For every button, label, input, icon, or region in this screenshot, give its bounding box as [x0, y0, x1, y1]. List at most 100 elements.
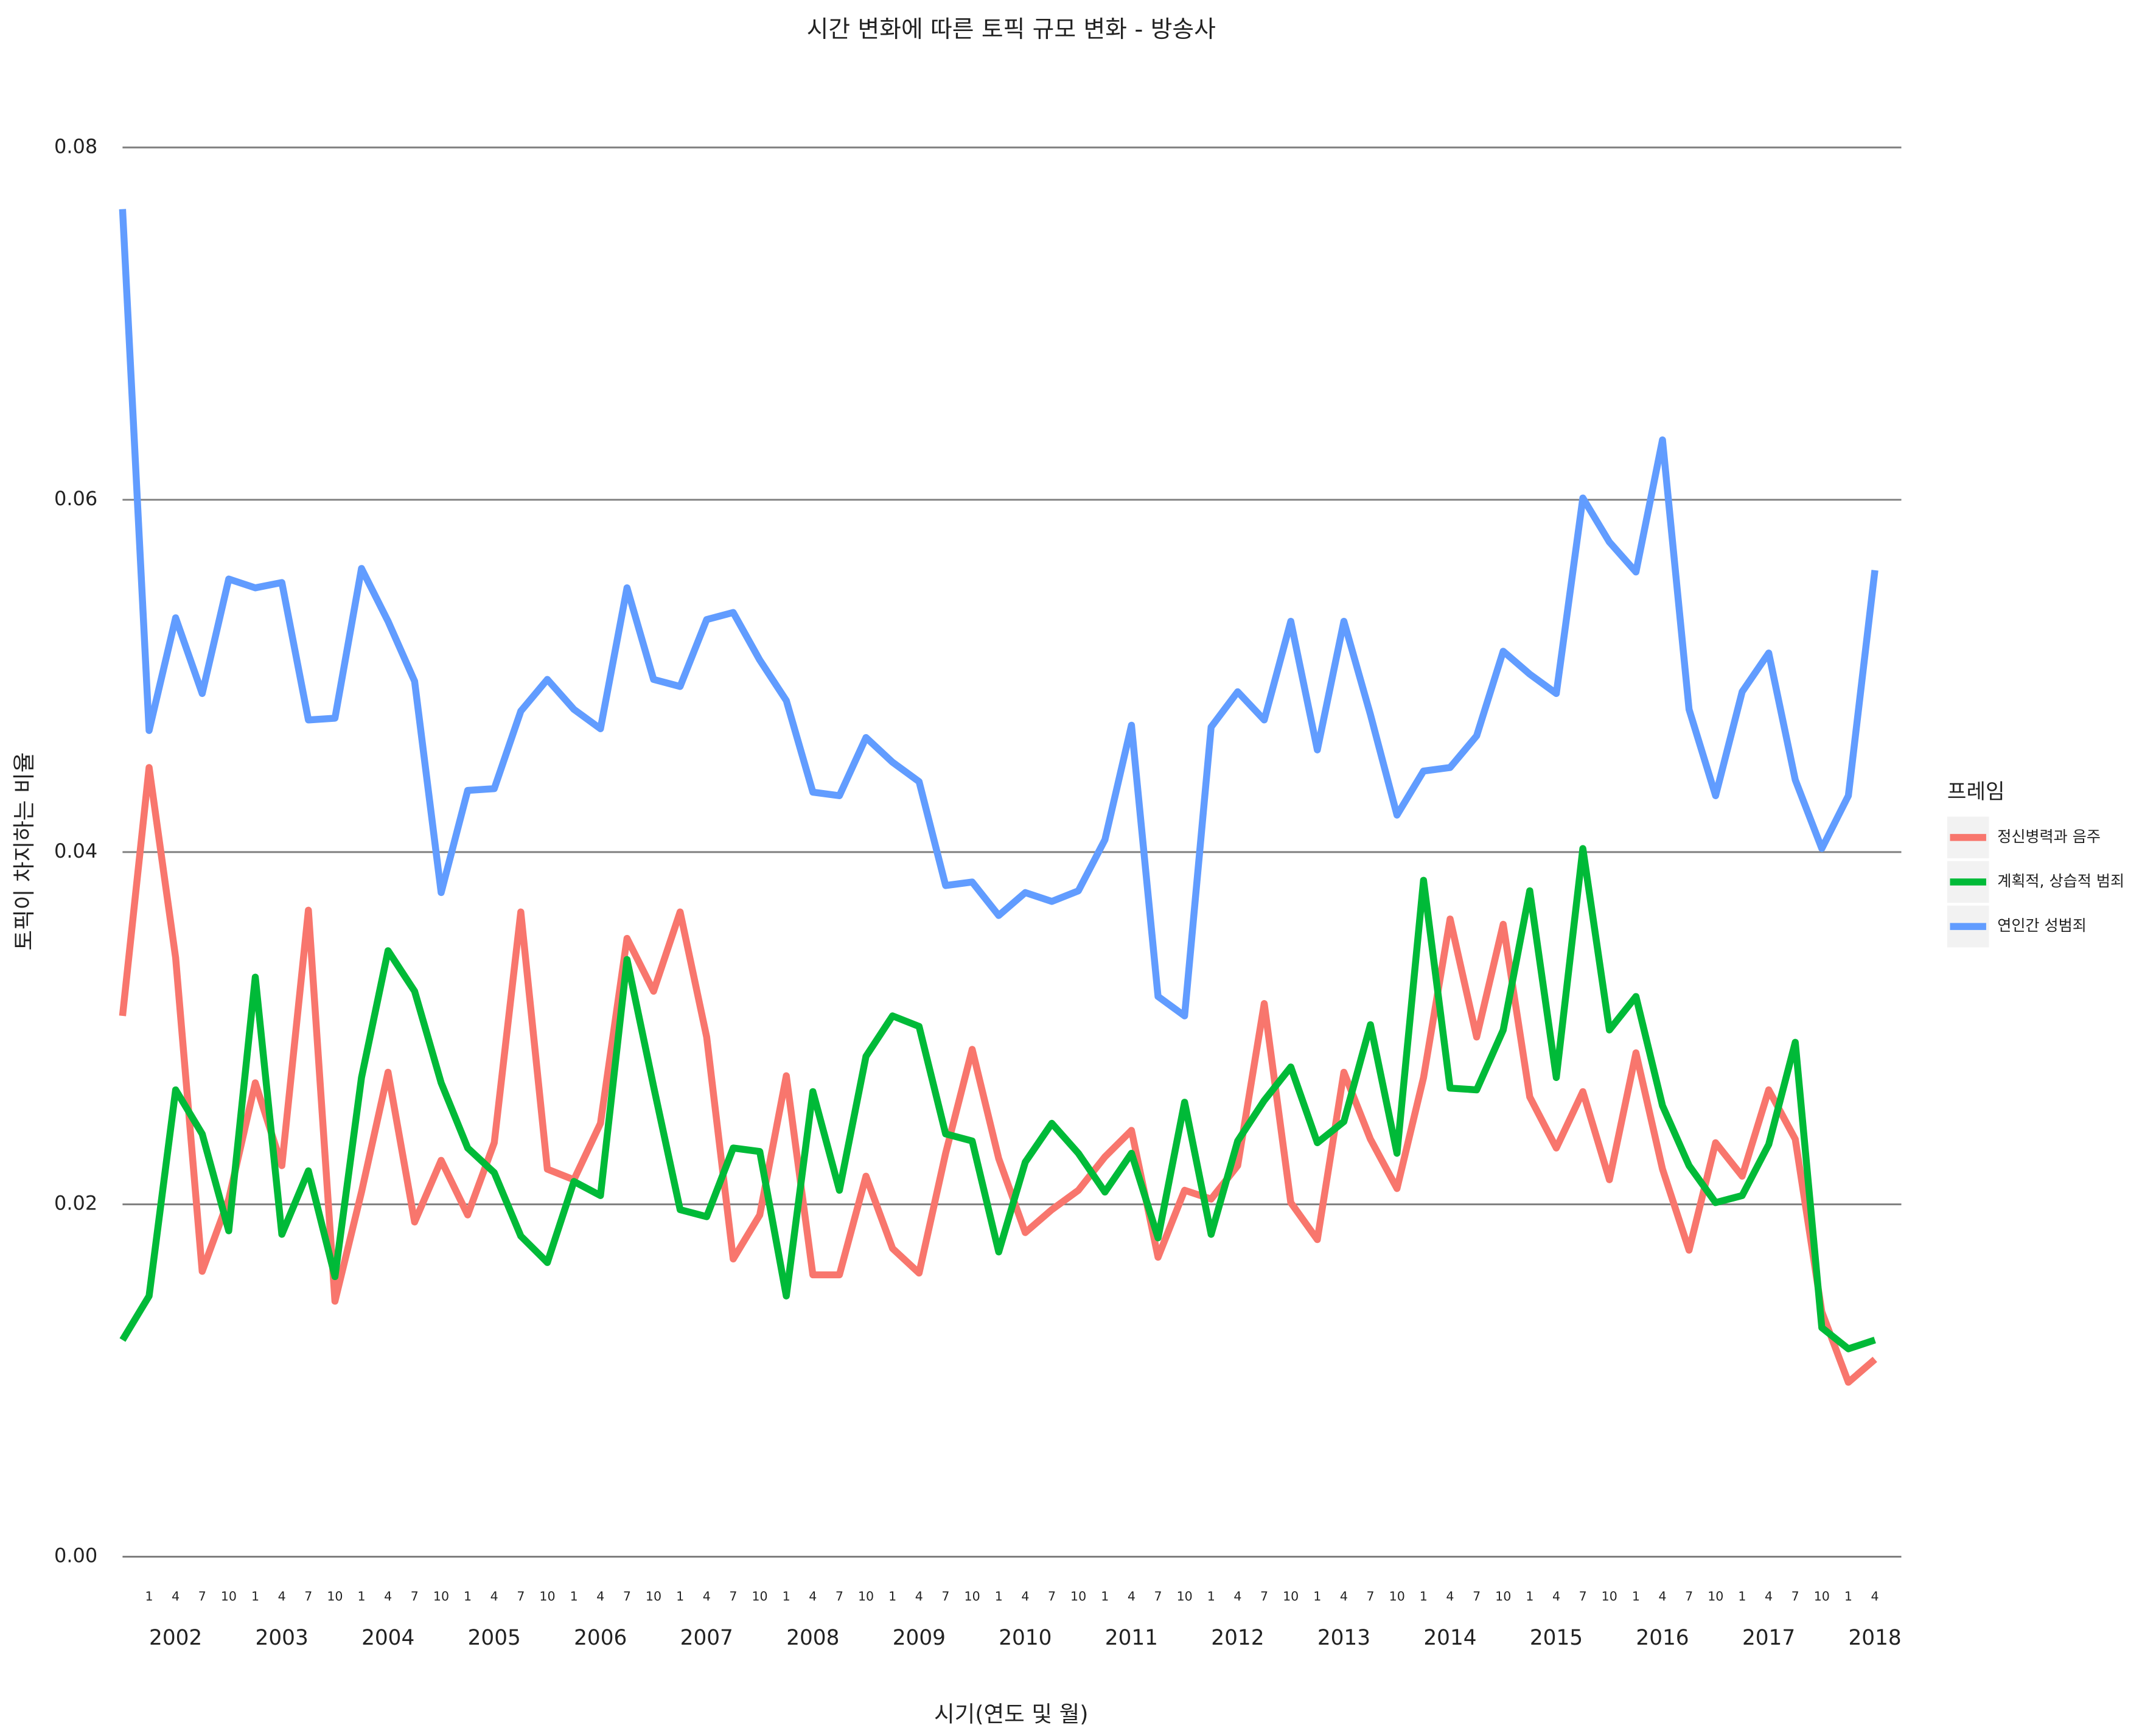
x-tick-label: 4 — [1128, 1589, 1136, 1604]
x-tick-label: 4 — [384, 1589, 392, 1604]
x-tick-label: 4 — [1021, 1589, 1029, 1604]
x-tick-label: 1 — [1526, 1589, 1533, 1604]
x-tick-label: 10 — [752, 1589, 767, 1604]
x-tick-label: 7 — [729, 1589, 737, 1604]
x-tick-label: 10 — [433, 1589, 449, 1604]
x-tick-label: 10 — [858, 1589, 874, 1604]
x-group-label: 2018 — [1848, 1626, 1901, 1650]
x-tick-label: 1 — [464, 1589, 472, 1604]
x-group-label: 2016 — [1636, 1626, 1689, 1650]
x-tick-label: 7 — [1791, 1589, 1799, 1604]
chart-title: 시간 변화에 따른 토픽 규모 변화 - 방송사 — [807, 16, 1216, 43]
x-tick-label: 7 — [304, 1589, 312, 1604]
x-tick-label: 10 — [1070, 1589, 1086, 1604]
x-tick-label: 1 — [1313, 1589, 1321, 1604]
x-group-label: 2013 — [1317, 1626, 1370, 1650]
x-tick-label: 10 — [327, 1589, 343, 1604]
legend-label: 계획적, 상습적 범죄 — [1997, 872, 2124, 890]
x-tick-label: 1 — [888, 1589, 896, 1604]
x-tick-label: 10 — [1495, 1589, 1511, 1604]
x-tick-label: 4 — [1233, 1589, 1241, 1604]
y-axis-title: 토픽이 차지하는 비율 — [11, 752, 37, 951]
x-tick-label: 1 — [1738, 1589, 1746, 1604]
x-tick-label: 7 — [1579, 1589, 1587, 1604]
x-group-label: 2007 — [680, 1626, 733, 1650]
x-group-label: 2003 — [256, 1626, 309, 1650]
x-tick-label: 7 — [1367, 1589, 1375, 1604]
x-tick-label: 7 — [1154, 1589, 1162, 1604]
x-tick-label: 10 — [965, 1589, 980, 1604]
x-tick-label: 10 — [1602, 1589, 1617, 1604]
x-tick-label: 1 — [1632, 1589, 1640, 1604]
y-tick-label: 0.04 — [54, 839, 97, 862]
series-line — [119, 764, 1877, 1386]
x-tick-label: 7 — [1260, 1589, 1268, 1604]
x-tick-label: 4 — [1340, 1589, 1348, 1604]
x-group-label: 2011 — [1105, 1626, 1158, 1650]
series-line — [119, 209, 1879, 1020]
x-tick-label: 10 — [1814, 1589, 1830, 1604]
x-tick-label: 4 — [172, 1589, 180, 1604]
x-tick-label: 4 — [809, 1589, 817, 1604]
x-group-label: 2012 — [1211, 1626, 1264, 1650]
x-tick-label: 4 — [1765, 1589, 1773, 1604]
x-group-label: 2014 — [1423, 1626, 1476, 1650]
x-tick-label: 4 — [490, 1589, 498, 1604]
x-group-label: 2004 — [361, 1626, 414, 1650]
x-tick-label: 7 — [198, 1589, 206, 1604]
x-tick-label: 4 — [278, 1589, 286, 1604]
x-tick-label: 10 — [1177, 1589, 1193, 1604]
y-tick-label: 0.08 — [54, 135, 97, 158]
x-group-label: 2017 — [1742, 1626, 1795, 1650]
y-tick-label: 0.06 — [54, 487, 97, 510]
x-tick-label: 10 — [1283, 1589, 1299, 1604]
x-tick-label: 4 — [1552, 1589, 1560, 1604]
x-tick-label: 4 — [1446, 1589, 1454, 1604]
x-tick-label: 1 — [676, 1589, 684, 1604]
x-group-label: 2008 — [786, 1626, 839, 1650]
x-tick-label: 1 — [1207, 1589, 1215, 1604]
x-tick-label: 1 — [995, 1589, 1003, 1604]
x-tick-label: 10 — [221, 1589, 237, 1604]
x-group-label: 2009 — [893, 1626, 946, 1650]
x-tick-label: 4 — [1658, 1589, 1666, 1604]
x-group-label: 2015 — [1530, 1626, 1583, 1650]
x-tick-label: 7 — [623, 1589, 631, 1604]
x-tick-label: 10 — [646, 1589, 661, 1604]
x-tick-label: 4 — [596, 1589, 604, 1604]
x-tick-label: 7 — [1473, 1589, 1481, 1604]
x-group-label: 2002 — [149, 1626, 202, 1650]
x-tick-label: 1 — [1844, 1589, 1852, 1604]
x-tick-label: 1 — [1101, 1589, 1109, 1604]
x-group-label: 2006 — [574, 1626, 627, 1650]
x-tick-label: 7 — [941, 1589, 949, 1604]
x-tick-label: 7 — [836, 1589, 843, 1604]
x-tick-label: 10 — [539, 1589, 555, 1604]
legend-label: 연인간 성범죄 — [1997, 917, 2087, 934]
x-tick-label: 7 — [1048, 1589, 1056, 1604]
legend-title: 프레임 — [1947, 780, 2005, 804]
x-axis-title: 시기(연도 및 월) — [934, 1701, 1088, 1725]
y-tick-label: 0.00 — [54, 1544, 97, 1567]
x-tick-label: 1 — [570, 1589, 578, 1604]
x-tick-label: 7 — [517, 1589, 525, 1604]
x-tick-label: 4 — [1871, 1589, 1879, 1604]
x-tick-label: 1 — [145, 1589, 153, 1604]
x-tick-label: 1 — [783, 1589, 790, 1604]
x-tick-label: 1 — [358, 1589, 366, 1604]
legend-label: 정신병력과 음주 — [1997, 828, 2101, 845]
x-tick-label: 1 — [251, 1589, 259, 1604]
x-tick-label: 1 — [1420, 1589, 1428, 1604]
x-tick-label: 7 — [1685, 1589, 1693, 1604]
x-tick-label: 4 — [703, 1589, 711, 1604]
x-tick-label: 7 — [411, 1589, 419, 1604]
y-tick-label: 0.02 — [54, 1192, 97, 1215]
x-group-label: 2005 — [468, 1626, 521, 1650]
x-group-label: 2010 — [999, 1626, 1052, 1650]
x-tick-label: 10 — [1389, 1589, 1405, 1604]
x-tick-label: 10 — [1708, 1589, 1723, 1604]
x-tick-label: 4 — [915, 1589, 923, 1604]
series-line — [119, 845, 1876, 1352]
